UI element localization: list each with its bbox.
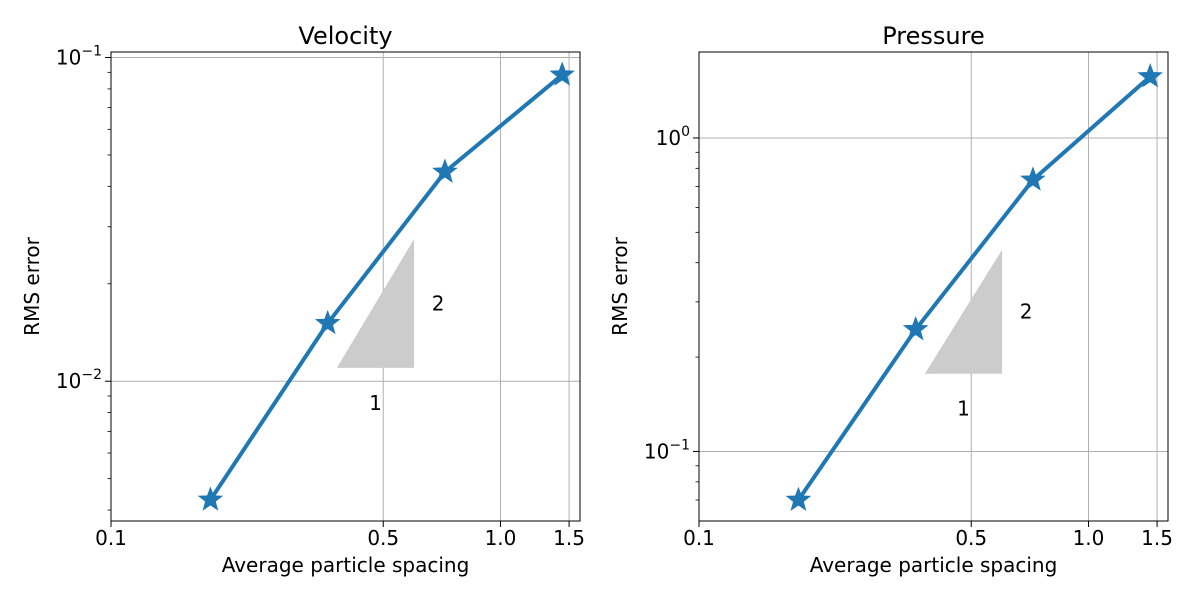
x-tick-label: 0.1 (683, 526, 715, 550)
y-tick-label: 10−1 (56, 44, 102, 70)
data-point-star (549, 61, 575, 86)
slope-rise-label: 2 (432, 291, 445, 315)
chart-title: Velocity (298, 22, 392, 50)
data-point-star (197, 486, 224, 511)
x-tick-label: 0.5 (367, 526, 399, 550)
data-point-star (785, 486, 812, 511)
data-point-star (1020, 166, 1046, 191)
axes-frame (698, 51, 1169, 522)
series-line (795, 73, 1154, 503)
y-tick-label: 10−1 (644, 437, 690, 463)
axes-frame (110, 51, 581, 522)
y-minor-ticks (107, 71, 111, 511)
y-tick-label: 10−2 (56, 367, 102, 393)
x-axis-label: Average particle spacing (810, 553, 1058, 577)
slope-rise-label: 2 (1020, 300, 1033, 324)
x-tick-label: 0.5 (955, 526, 987, 550)
data-point-star (314, 309, 341, 335)
x-tick-label: 0.1 (95, 526, 127, 550)
y-axis-label: RMS error (608, 236, 632, 335)
chart-panel-2: 1 2 0.1 0.5 1.0 1.5 10−1 100 Pressure Average par… (608, 22, 1173, 577)
slope-run-label: 1 (369, 391, 382, 415)
grid (110, 52, 580, 521)
series-line (207, 72, 565, 503)
chart-title: Pressure (882, 22, 984, 50)
slope-triangle (924, 249, 1003, 374)
x-tick-label: 1.0 (485, 526, 517, 550)
chart-panel-1: 1 2 0.1 0.5 1.0 1.5 10−2 10−1 Velocity Average pa… (20, 22, 585, 577)
slope-triangle (336, 239, 415, 368)
slope-run-label: 1 (957, 397, 970, 421)
data-point-star (432, 158, 458, 183)
x-tick-label: 1.5 (1141, 526, 1173, 550)
x-tick-label: 1.0 (1073, 526, 1105, 550)
data-point-star (1137, 63, 1163, 88)
y-tick-label: 100 (656, 124, 690, 150)
y-axis-label: RMS error (20, 236, 44, 335)
data-point-star (902, 316, 929, 341)
x-axis-label: Average particle spacing (222, 553, 470, 577)
x-tick-label: 1.5 (553, 526, 585, 550)
y-minor-ticks (695, 151, 699, 501)
